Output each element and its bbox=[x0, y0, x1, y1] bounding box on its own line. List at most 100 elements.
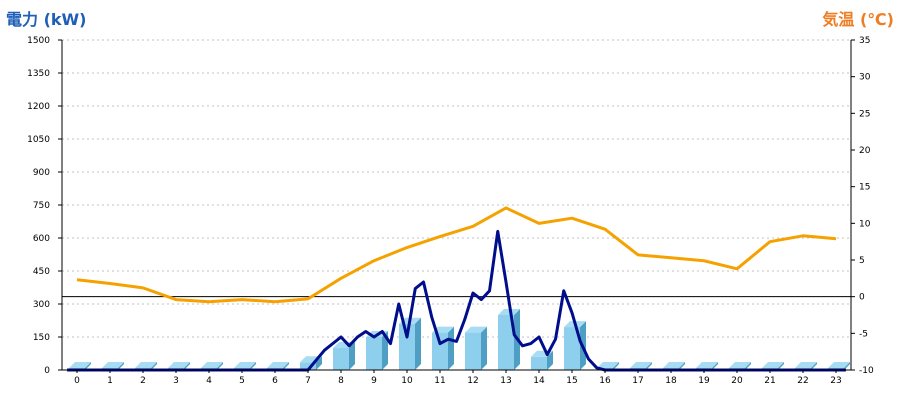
bar-side bbox=[448, 326, 454, 370]
bar bbox=[465, 332, 481, 370]
x-tick-label: 16 bbox=[599, 376, 611, 386]
right-tick-label: 25 bbox=[859, 109, 870, 119]
right-tick-label: 10 bbox=[859, 219, 871, 229]
bar-top bbox=[795, 362, 817, 368]
bar-top bbox=[135, 362, 157, 368]
right-tick-label: -10 bbox=[859, 366, 874, 376]
x-tick-label: 20 bbox=[731, 376, 743, 386]
bar-top bbox=[102, 362, 124, 368]
x-tick-label: 12 bbox=[467, 376, 478, 386]
bar-side bbox=[349, 342, 355, 370]
bar-top bbox=[465, 326, 487, 333]
grid-layer bbox=[62, 39, 851, 338]
bar-side bbox=[250, 362, 256, 370]
left-tick-label: 750 bbox=[33, 201, 50, 211]
bar-side bbox=[118, 362, 124, 370]
bar-top bbox=[234, 362, 256, 368]
x-tick-label: 7 bbox=[305, 376, 311, 386]
power-line bbox=[67, 229, 846, 372]
bar-side bbox=[217, 362, 223, 370]
bar bbox=[333, 348, 349, 370]
left-tick-label: 1500 bbox=[27, 36, 50, 46]
bar bbox=[432, 332, 448, 370]
x-tick-label: 0 bbox=[74, 376, 80, 386]
x-tick-label: 15 bbox=[566, 376, 577, 386]
bar-top bbox=[762, 362, 784, 368]
left-tick-label: 300 bbox=[33, 300, 50, 310]
bar bbox=[366, 337, 382, 370]
right-tick-label: 35 bbox=[859, 36, 870, 46]
x-tick-label: 21 bbox=[764, 376, 775, 386]
x-tick-label: 11 bbox=[434, 376, 445, 386]
bar bbox=[531, 356, 547, 370]
bar-top bbox=[696, 362, 718, 368]
bar-side bbox=[316, 356, 322, 370]
x-tick-label: 18 bbox=[665, 376, 677, 386]
right-tick-label: 15 bbox=[859, 183, 870, 193]
bar bbox=[564, 327, 580, 370]
right-tick-label: 0 bbox=[859, 293, 865, 303]
bar-side bbox=[613, 362, 619, 370]
right-axis-title: 気温 (℃) bbox=[822, 10, 894, 29]
left-tick-label: 450 bbox=[33, 267, 50, 277]
temperature-line bbox=[76, 206, 837, 304]
bar-top bbox=[201, 362, 223, 368]
bar-top bbox=[597, 362, 619, 368]
bar bbox=[300, 362, 316, 370]
right-tick-label: 20 bbox=[859, 146, 871, 156]
bar-top bbox=[69, 362, 91, 368]
lines-layer bbox=[67, 206, 846, 372]
bar-side bbox=[844, 362, 850, 370]
bar-side bbox=[382, 331, 388, 370]
bar-side bbox=[646, 362, 652, 370]
x-tick-label: 13 bbox=[500, 376, 511, 386]
x-tick-label: 8 bbox=[338, 376, 344, 386]
x-tick-label: 5 bbox=[239, 376, 245, 386]
x-tick-label: 4 bbox=[206, 376, 212, 386]
x-tick-label: 2 bbox=[140, 376, 146, 386]
bar-side bbox=[481, 326, 487, 370]
bar-top bbox=[267, 362, 289, 368]
x-tick-label: 6 bbox=[272, 376, 278, 386]
x-tick-label: 14 bbox=[533, 376, 545, 386]
left-tick-label: 900 bbox=[33, 168, 50, 178]
left-axis-title: 電力 (kW) bbox=[6, 10, 87, 29]
left-tick-label: 0 bbox=[44, 366, 50, 376]
x-tick-label: 3 bbox=[173, 376, 179, 386]
x-tick-label: 19 bbox=[698, 376, 710, 386]
bar-top bbox=[168, 362, 190, 368]
x-tick-label: 23 bbox=[830, 376, 841, 386]
x-tick-label: 22 bbox=[797, 376, 808, 386]
right-tick-label: 30 bbox=[859, 73, 871, 83]
bar-side bbox=[415, 317, 421, 370]
bar-top bbox=[663, 362, 685, 368]
bar-side bbox=[745, 362, 751, 370]
bar-side bbox=[85, 362, 91, 370]
bar-side bbox=[283, 362, 289, 370]
left-tick-label: 1350 bbox=[27, 69, 50, 79]
bar-side bbox=[151, 362, 157, 370]
bar-side bbox=[712, 362, 718, 370]
x-tick-label: 1 bbox=[107, 376, 113, 386]
bar bbox=[399, 323, 415, 370]
left-tick-label: 1200 bbox=[27, 102, 50, 112]
x-tick-label: 10 bbox=[401, 376, 413, 386]
bar-top bbox=[630, 362, 652, 368]
bars-layer bbox=[69, 309, 850, 370]
left-tick-label: 1050 bbox=[27, 135, 50, 145]
axes-layer: 01503004506007509001050120013501500-10-5… bbox=[27, 36, 874, 386]
bar-side bbox=[184, 362, 190, 370]
bar-top bbox=[498, 309, 520, 315]
bar-side bbox=[811, 362, 817, 370]
bar-top bbox=[729, 362, 751, 368]
x-tick-label: 9 bbox=[371, 376, 377, 386]
right-tick-label: 5 bbox=[859, 256, 865, 266]
bar-top bbox=[828, 362, 850, 368]
bar-side bbox=[679, 362, 685, 370]
bar-side bbox=[547, 350, 553, 370]
x-tick-label: 17 bbox=[632, 376, 643, 386]
left-tick-label: 600 bbox=[33, 234, 50, 244]
right-tick-label: -5 bbox=[859, 329, 868, 339]
bar bbox=[498, 315, 514, 370]
